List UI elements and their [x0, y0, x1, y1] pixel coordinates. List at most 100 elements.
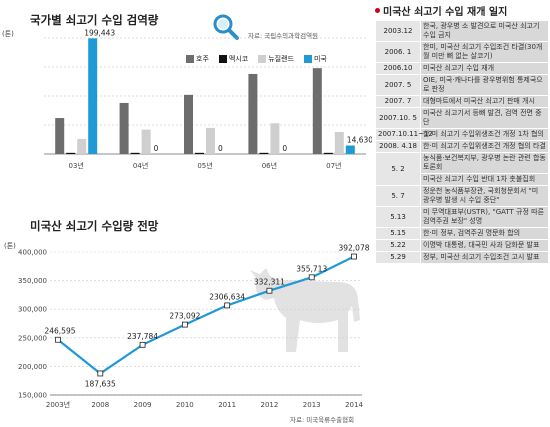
- bar: [334, 131, 344, 154]
- timeline-event: 한국, 광우병 소 발견으로 미국산 쇠고기 수입 금지: [420, 20, 549, 42]
- timeline-row: 2007.10.11~12 한·미 쇠고기 수입위생조건 개정 1차 협의: [375, 128, 549, 141]
- data-label: 273,092: [169, 312, 200, 321]
- timeline-date: 2007.10.11~12: [375, 128, 433, 141]
- data-label: 199,443: [84, 28, 115, 37]
- data-point: [266, 287, 273, 294]
- x-tick-label: 2010: [176, 401, 194, 409]
- legend-item: 멕시코: [218, 54, 248, 64]
- timeline-date: 2008. 4.18: [375, 140, 421, 153]
- x-tick-label: 04년: [133, 161, 148, 170]
- bar: [119, 102, 129, 154]
- bar: [66, 152, 76, 154]
- bar-chart: (톤) 199,443 03년 0 04년 0 05년 0 06년 14,630 07년: [2, 28, 372, 170]
- data-label: 0: [282, 144, 287, 153]
- x-tick-label: 06년: [262, 161, 277, 170]
- data-label: 14,630: [347, 136, 372, 145]
- line-chart-source: 자료: 미국육류수출협회: [290, 416, 355, 424]
- data-point: [139, 341, 146, 348]
- x-tick-label: 2012: [261, 401, 279, 409]
- timeline-date: 2003.12: [375, 20, 421, 42]
- timeline-row: 2006.10 미국산 쇠고기 수입 재개: [375, 62, 549, 75]
- bar-chart-title: 국가별 쇠고기 수입 검역량: [30, 13, 159, 27]
- timeline-event: 한·미 정부, 검역주권 명문화 합의: [420, 227, 549, 240]
- data-label: 332,311: [254, 278, 285, 287]
- line-chart: (톤) 150,000 200,000 250,000 300,000 350,000 40…: [4, 242, 370, 409]
- timeline-row: 2007.10. 5 미국산 쇠고기서 등뼈 발견, 검역 전면 중단: [375, 107, 549, 129]
- timeline-date: 5. 7: [375, 185, 421, 207]
- y-axis-unit: (톤): [4, 242, 16, 250]
- x-tick-label: 2014: [345, 401, 363, 409]
- y-tick-label: 350,000: [18, 277, 47, 285]
- data-point: [181, 321, 188, 328]
- timeline-row: 5. 2 농식품·보건복지부, 광우병 논란 관련 합동토론회: [375, 152, 549, 186]
- y-tick-label: 200,000: [18, 363, 47, 371]
- timeline-event: OIE, 미국·캐나다를 광우병위험 통제국으로 판정: [420, 74, 549, 96]
- data-point: [308, 274, 315, 281]
- timeline-date: 5.13: [375, 206, 421, 228]
- data-label: 392,078: [338, 244, 369, 253]
- data-label: 246,595: [44, 327, 75, 336]
- timeline-row: 2007. 7 대형마트에서 미국산 쇠고기 판매 개시: [375, 95, 549, 108]
- timeline-event: 한·미 쇠고기 수입위생조건 개정 협의 타결: [420, 140, 549, 153]
- data-label: 355,713: [296, 264, 327, 273]
- data-label: 0: [218, 144, 223, 153]
- data-label: 0: [154, 144, 159, 153]
- bar-legend: 호주 멕시코 뉴질랜드 미국: [186, 54, 327, 64]
- timeline-table: 2003.12 한국, 광우병 소 발견으로 미국산 쇠고기 수입 금지 2006.…: [375, 20, 549, 264]
- data-label: 187,635: [85, 379, 116, 388]
- bar: [195, 152, 204, 154]
- timeline-event: 한미, 미국산 쇠고기 수입조건 타결(30개월 미만 뼈 없는 살코기): [420, 41, 549, 63]
- bar: [184, 94, 193, 154]
- x-tick-label: 2008: [91, 401, 109, 409]
- timeline-row: 5. 7 정운천 농식품부장관, 국회청문회서 "미 광우병 발생 시 수입 중단…: [375, 185, 549, 207]
- timeline-event: 미 무역대표부(USTR), "GATT 규정 따른 검역주권 보장" 성명: [420, 206, 549, 228]
- timeline-event: 정부, 미국산 쇠고기 수입조건 고시 발표: [420, 251, 549, 264]
- data-label: 2306,634: [209, 292, 245, 301]
- y-axis-unit: (톤): [2, 30, 14, 38]
- x-tick-label: 2009: [134, 401, 152, 409]
- timeline-date: 2007.10. 5: [375, 107, 421, 129]
- bar: [77, 138, 87, 154]
- timeline-event: 미국산 쇠고기서 등뼈 발견, 검역 전면 중단: [420, 107, 549, 129]
- x-tick-label: 05년: [197, 161, 212, 170]
- timeline-date: 5.22: [375, 239, 421, 252]
- timeline-date: 2006. 1: [375, 41, 421, 63]
- timeline-event: 미국산 쇠고기 수입 반대 1차 촛불집회: [420, 173, 549, 186]
- series-line: [57, 255, 355, 375]
- bar: [88, 38, 98, 154]
- timeline-date: 5.29: [375, 251, 421, 264]
- timeline-date: 2006.10: [375, 62, 421, 75]
- y-tick-label: 400,000: [18, 249, 47, 257]
- bar: [55, 118, 65, 154]
- timeline-row: 미국산 쇠고기 수입 반대 1차 촛불집회: [376, 173, 549, 186]
- timeline-row: 2003.12 한국, 광우병 소 발견으로 미국산 쇠고기 수입 금지: [375, 20, 549, 42]
- x-tick-label: 03년: [69, 161, 84, 170]
- bar: [270, 123, 280, 154]
- line-chart-title: 미국산 쇠고기 수입량 전망: [30, 219, 159, 233]
- timeline-event: 한·미 쇠고기 수입위생조건 개정 1차 협의: [420, 128, 549, 141]
- bar: [130, 152, 140, 154]
- timeline-event: 미국산 쇠고기 수입 재개: [420, 62, 549, 75]
- x-tick-label: 2013: [303, 401, 321, 409]
- timeline-row: 5.29 정부, 미국산 쇠고기 수입조건 고시 발표: [375, 251, 549, 264]
- timeline-title: 미국산 쇠고기 수입 재개 일지: [375, 0, 550, 20]
- legend-item: 호주: [186, 54, 209, 64]
- legend-item: 뉴질랜드: [258, 54, 294, 64]
- timeline-row: 5.22 이명박 대통령, 대국민 사과 담화문 발표: [375, 239, 549, 252]
- timeline-event: 이명박 대통령, 대국민 사과 담화문 발표: [420, 239, 549, 252]
- data-point: [97, 370, 104, 377]
- bar: [345, 145, 355, 154]
- timeline-panel: 미국산 쇠고기 수입 재개 일지 2003.12 한국, 광우병 소 발견으로 미…: [375, 0, 550, 427]
- timeline-row: 2008. 4.18 한·미 쇠고기 수입위생조건 개정 협의 타결: [375, 140, 549, 153]
- timeline-row: 2006. 1 한미, 미국산 쇠고기 수입조건 타결(30개월 미만 뼈 없는 …: [375, 41, 549, 63]
- legend-item: 미국: [303, 54, 327, 64]
- timeline-date: 2007. 5: [375, 74, 421, 96]
- bar: [141, 129, 151, 154]
- data-point: [55, 336, 61, 343]
- magnifier-icon: [212, 13, 240, 41]
- x-tick-label: 07년: [326, 161, 341, 170]
- bar: [248, 73, 258, 154]
- bar: [312, 68, 322, 154]
- timeline-event: 대형마트에서 미국산 쇠고기 판매 개시: [420, 95, 549, 108]
- y-tick-label: 250,000: [18, 334, 47, 342]
